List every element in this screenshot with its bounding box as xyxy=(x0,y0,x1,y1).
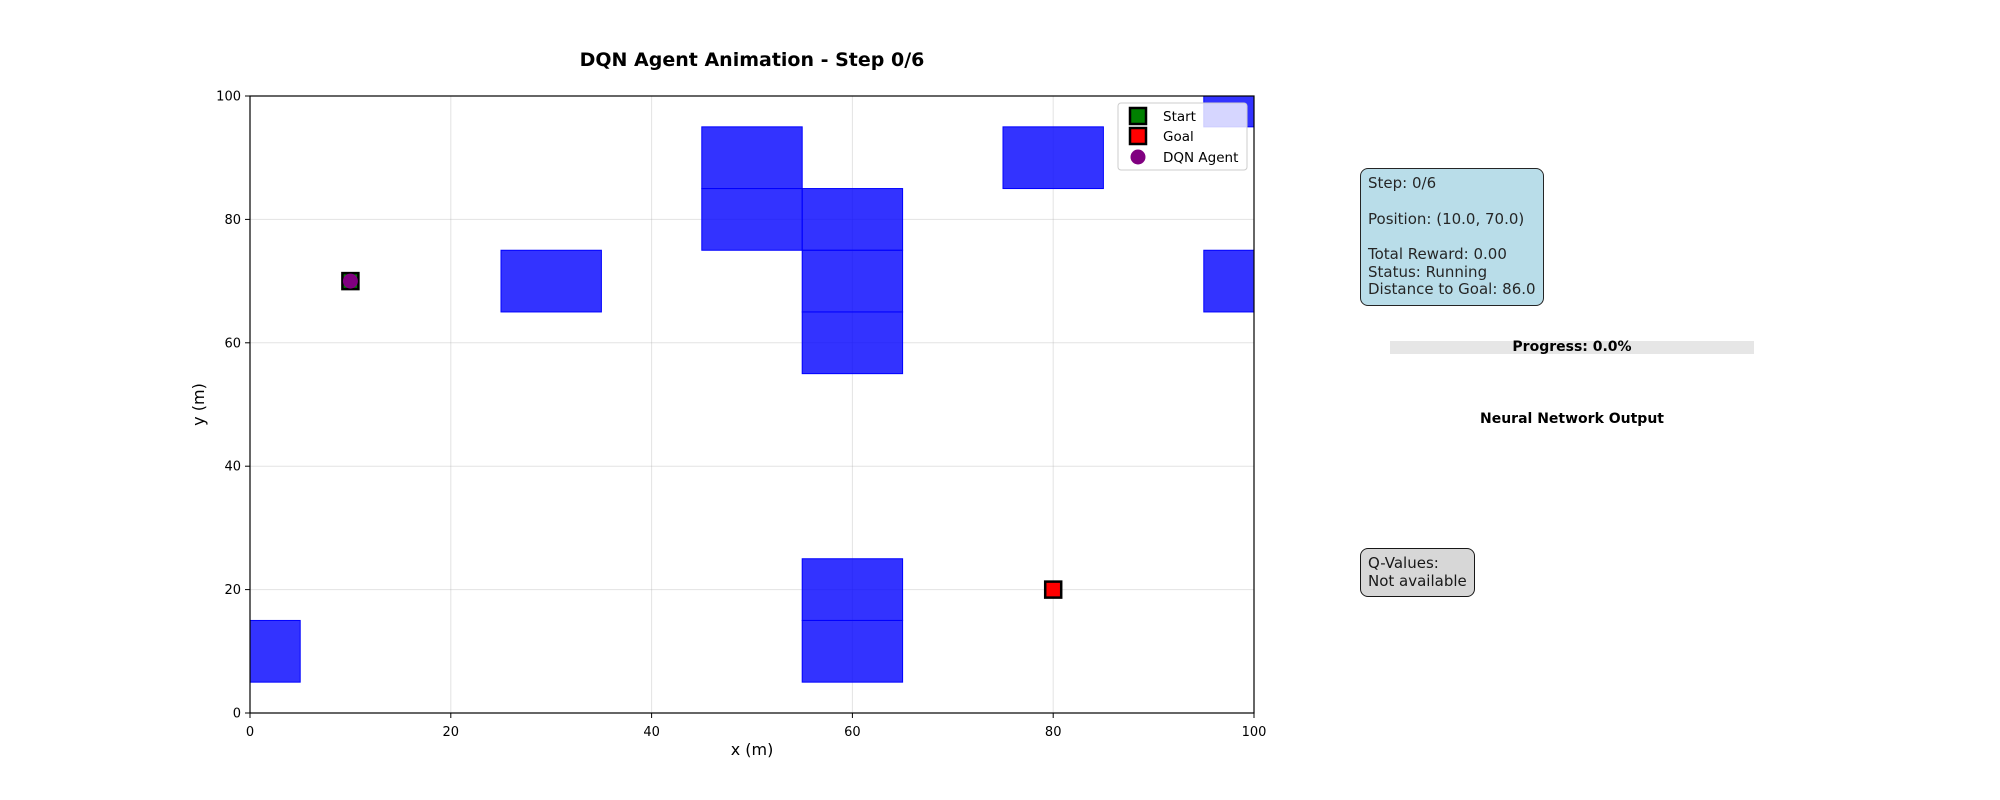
plot-frame xyxy=(249,95,1255,714)
y-tick-label: 60 xyxy=(224,336,241,351)
y-tick-label: 100 xyxy=(216,90,241,105)
status-info-box: Step: 0/6 Position: (10.0, 70.0) Total R… xyxy=(1360,168,1544,306)
legend-label: Goal xyxy=(1163,129,1194,145)
y-tick-label: 40 xyxy=(224,460,241,475)
obstacle xyxy=(1203,249,1255,313)
x-tick-label: 20 xyxy=(443,725,460,740)
step-text: Step: 0/6 xyxy=(1368,174,1437,192)
chart-title: DQN Agent Animation - Step 0/6 xyxy=(580,49,925,71)
x-tick-label: 100 xyxy=(1242,725,1267,740)
q-values-box: Q-Values: Not available xyxy=(1360,548,1475,597)
q-values-heading: Q-Values: xyxy=(1368,554,1439,572)
obstacle xyxy=(1002,126,1104,190)
neural-network-output-title: Neural Network Output xyxy=(1480,411,1664,427)
legend-label: DQN Agent xyxy=(1163,150,1238,166)
legend-marker xyxy=(1128,126,1148,146)
obstacle xyxy=(801,249,904,313)
obstacle xyxy=(801,311,904,375)
total-reward-text: Total Reward: 0.00 xyxy=(1368,245,1507,263)
obstacle xyxy=(801,619,904,683)
obstacles xyxy=(249,95,1255,683)
markers xyxy=(341,271,1063,599)
progress-label: Progress: 0.0% xyxy=(1512,339,1632,355)
x-tick-label: 80 xyxy=(1045,725,1062,740)
y-tick-label: 20 xyxy=(224,583,241,598)
obstacle xyxy=(701,126,803,190)
legend: Start Goal DQN Agent xyxy=(1117,102,1248,171)
legend-marker xyxy=(1128,106,1148,126)
x-tick-label: 60 xyxy=(844,725,861,740)
obstacle xyxy=(500,249,602,313)
legend-marker xyxy=(1130,149,1146,165)
obstacle xyxy=(801,558,904,621)
status-text: Status: Running xyxy=(1368,262,1488,281)
agent-marker xyxy=(342,273,358,289)
axis-ticks: 0 20 40 60 80 100 0 20 40 60 80 100 xyxy=(216,90,1266,741)
y-axis-label: y (m) xyxy=(189,383,208,426)
legend-label: Start xyxy=(1163,109,1196,125)
progress-bar xyxy=(1390,341,1754,354)
q-values-text: Not available xyxy=(1368,571,1467,590)
y-tick-label: 0 xyxy=(233,707,241,722)
x-tick-label: 40 xyxy=(643,725,660,740)
x-axis-label: x (m) xyxy=(731,740,774,759)
y-tick-label: 80 xyxy=(224,213,241,228)
obstacle xyxy=(801,188,904,251)
obstacle xyxy=(249,619,301,683)
distance-text: Distance to Goal: 86.0 xyxy=(1368,280,1536,298)
obstacle xyxy=(701,188,803,251)
position-text: Position: (10.0, 70.0) xyxy=(1368,209,1525,228)
legend-frame xyxy=(1117,102,1248,171)
goal-marker xyxy=(1043,580,1063,599)
x-tick-label: 0 xyxy=(246,725,254,740)
